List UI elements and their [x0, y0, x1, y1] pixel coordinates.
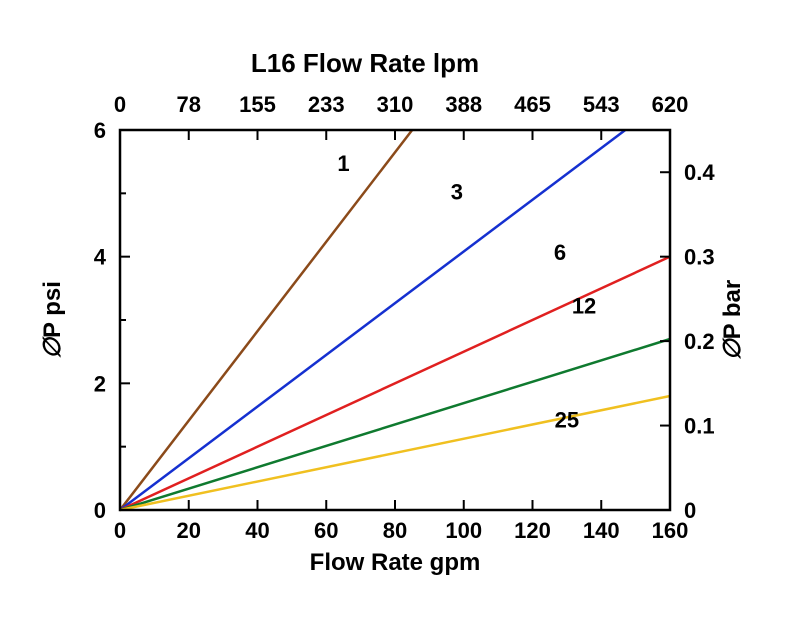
y-right-tick-label: 0.4	[684, 160, 715, 185]
x-bottom-tick-label: 80	[383, 518, 407, 543]
x-top-tick-label: 233	[308, 92, 345, 117]
x-bottom-tick-label: 160	[652, 518, 689, 543]
x-top-tick-label: 465	[514, 92, 551, 117]
pressure-flow-chart: 0204060801001201401600781552333103884655…	[0, 0, 794, 640]
y-right-tick-label: 0.3	[684, 245, 715, 270]
chart-title-top: L16 Flow Rate lpm	[251, 48, 479, 78]
y-left-axis-label: ∅P psi	[39, 281, 66, 359]
y-left-tick-label: 2	[94, 371, 106, 396]
x-bottom-tick-label: 20	[177, 518, 201, 543]
y-right-tick-label: 0.2	[684, 329, 715, 354]
x-bottom-tick-label: 60	[314, 518, 338, 543]
series-label-25: 25	[555, 408, 579, 433]
y-right-tick-label: 0	[684, 498, 696, 523]
x-top-tick-label: 0	[114, 92, 126, 117]
series-label-6: 6	[554, 240, 566, 265]
x-bottom-tick-label: 140	[583, 518, 620, 543]
x-top-tick-label: 620	[652, 92, 689, 117]
x-bottom-tick-label: 120	[514, 518, 551, 543]
x-top-tick-label: 78	[177, 92, 201, 117]
y-right-tick-label: 0.1	[684, 414, 715, 439]
y-left-tick-label: 4	[94, 245, 107, 270]
series-label-1: 1	[337, 151, 349, 176]
y-right-axis-label: ∅P bar	[719, 280, 746, 361]
x-bottom-tick-label: 40	[245, 518, 269, 543]
series-label-3: 3	[451, 180, 463, 205]
x-top-tick-label: 310	[377, 92, 414, 117]
x-axis-label: Flow Rate gpm	[310, 549, 481, 576]
series-label-12: 12	[572, 294, 596, 319]
x-bottom-tick-label: 100	[445, 518, 482, 543]
y-left-tick-label: 6	[94, 118, 106, 143]
x-top-tick-label: 543	[583, 92, 620, 117]
x-top-tick-label: 155	[239, 92, 276, 117]
x-bottom-tick-label: 0	[114, 518, 126, 543]
x-top-tick-label: 388	[445, 92, 482, 117]
chart-container: { "chart": { "type": "line", "width": 79…	[0, 0, 794, 640]
y-left-tick-label: 0	[94, 498, 106, 523]
